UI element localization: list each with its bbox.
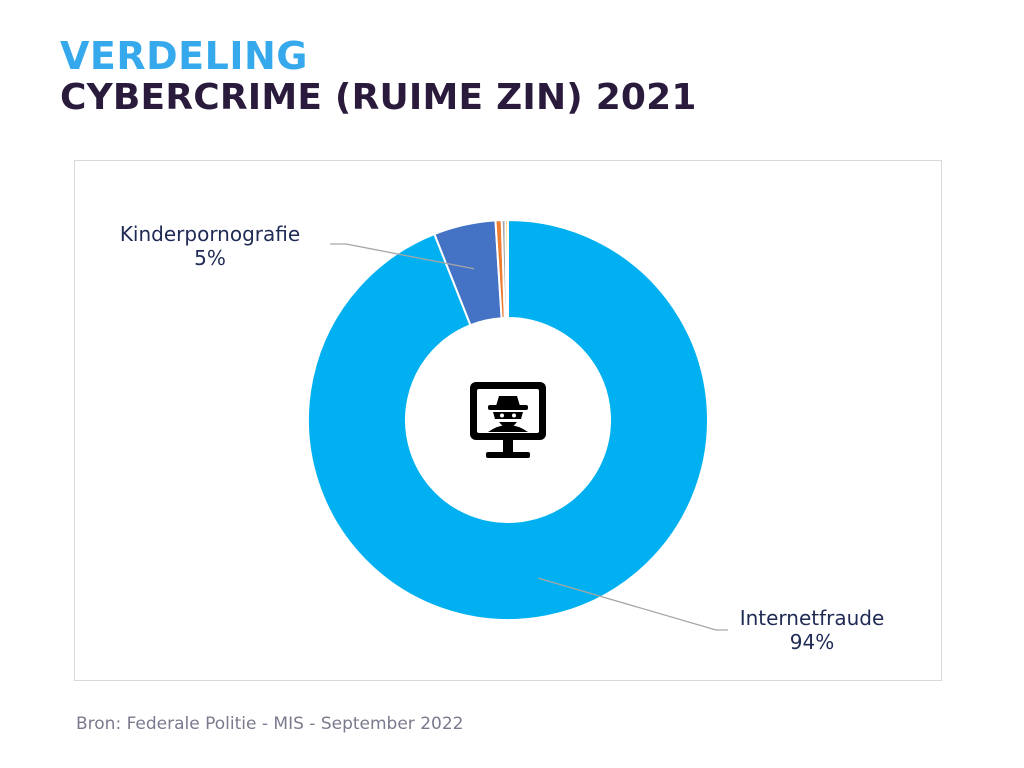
slice-label-kinderpornografie: Kinderpornografie 5%	[104, 222, 316, 270]
slice-label-name: Internetfraude	[739, 606, 885, 630]
label-leader-lines	[330, 243, 728, 631]
slice-label-value: 5%	[194, 246, 226, 270]
slice-label-internetfraude: Internetfraude 94%	[718, 606, 906, 654]
donut-slices	[307, 218, 709, 621]
leader-line-internetfraude	[537, 577, 728, 631]
slice-label-value: 94%	[789, 630, 835, 654]
page-title-line-2: CYBERCRIME (RUIME ZIN) 2021	[60, 77, 697, 118]
source-note: Bron: Federale Politie - MIS - September…	[76, 714, 464, 734]
slice-label-name: Kinderpornografie	[119, 222, 301, 246]
donut-slice-slice-4	[504, 218, 509, 320]
page-title-line-1: VERDELING	[60, 34, 308, 78]
hacker-monitor-icon	[470, 382, 546, 458]
donut-slice-internetfraude	[307, 218, 709, 621]
leader-line-kinderpornografie	[330, 243, 475, 270]
